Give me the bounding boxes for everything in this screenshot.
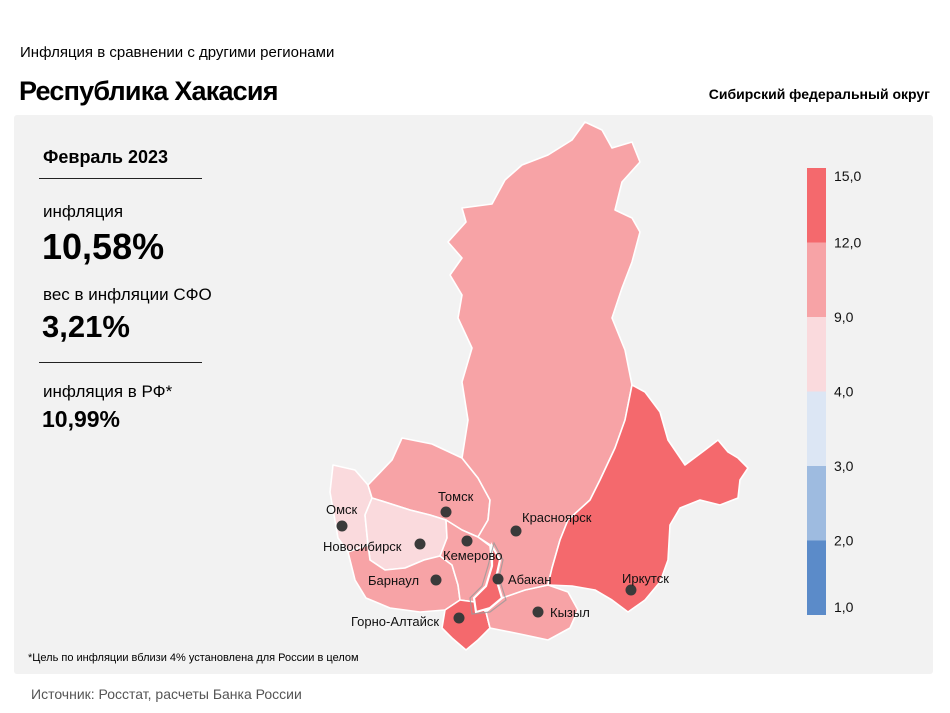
inflation-value: 10,58% — [42, 226, 165, 267]
district-label: Сибирский федеральный округ — [708, 86, 930, 102]
city-label-krasnoyarsk: Красноярск — [522, 510, 592, 525]
city-label-barnaul: Барнаул — [368, 573, 419, 588]
region-hakasia-outline — [469, 541, 507, 615]
inflation-label: инфляция — [43, 202, 124, 221]
rf-inflation-label: инфляция в РФ* — [43, 382, 173, 401]
legend-tick-label: 4,0 — [834, 384, 854, 400]
city-label-abakan: Абакан — [508, 572, 551, 587]
city-dot-krasnoyarsk — [510, 525, 522, 537]
city-dot-kyzyl — [532, 606, 544, 618]
legend-band — [807, 391, 826, 466]
weight-value: 3,21% — [42, 309, 130, 344]
city-dot-tomsk — [440, 506, 452, 518]
city-label-omsk: Омск — [326, 502, 358, 517]
legend-tick-label: 12,0 — [834, 235, 861, 251]
region-hakasia — [472, 541, 504, 614]
city-dot-omsk — [336, 520, 348, 532]
region-irkutsk — [547, 384, 749, 613]
city-dot-abakan — [492, 573, 504, 585]
legend-tick-label: 15,0 — [834, 168, 861, 184]
divider-top — [39, 178, 202, 179]
legend-band — [807, 168, 826, 243]
city-label-tomsk: Томск — [438, 489, 474, 504]
city-label-gorno-altaysk: Горно-Алтайск — [351, 614, 439, 629]
city-dot-gorno-altaysk — [453, 612, 465, 624]
city-dot-novosibirsk — [414, 538, 426, 550]
city-label-irkutsk: Иркутск — [622, 571, 669, 586]
period-label: Февраль 2023 — [43, 147, 168, 167]
legend-tick-label: 1,0 — [834, 599, 854, 615]
city-label-kyzyl: Кызыл — [550, 605, 590, 620]
weight-label: вес в инфляции СФО — [43, 285, 212, 304]
footnote: *Цель по инфляции вблизи 4% установлена … — [28, 652, 359, 664]
city-dot-barnaul — [430, 574, 442, 586]
color-legend: 15,0 12,0 9,0 4,0 3,0 2,0 1,0 — [807, 168, 861, 615]
legend-tick-label: 9,0 — [834, 309, 854, 325]
divider-bottom — [39, 362, 202, 363]
legend-band — [807, 466, 826, 541]
legend-tick-label: 3,0 — [834, 458, 854, 474]
city-dot-kemerovo — [461, 535, 473, 547]
rf-inflation-value: 10,99% — [42, 406, 121, 432]
source-note: Источник: Росстат, расчеты Банка России — [31, 686, 302, 702]
city-label-novosibirsk: Новосибирск — [323, 539, 402, 554]
legend-tick-label: 2,0 — [834, 533, 854, 549]
city-label-kemerovo: Кемерово — [443, 548, 502, 563]
page-subtitle: Инфляция в сравнении с другими регионами — [20, 44, 335, 61]
city-markers: Омск Новосибирск Томск Кемерово Барнаул … — [323, 489, 669, 629]
legend-band — [807, 242, 826, 317]
legend-band — [807, 317, 826, 392]
page-title: Республика Хакасия — [19, 76, 278, 106]
legend-band — [807, 540, 826, 615]
city-dot-irkutsk — [625, 584, 637, 596]
